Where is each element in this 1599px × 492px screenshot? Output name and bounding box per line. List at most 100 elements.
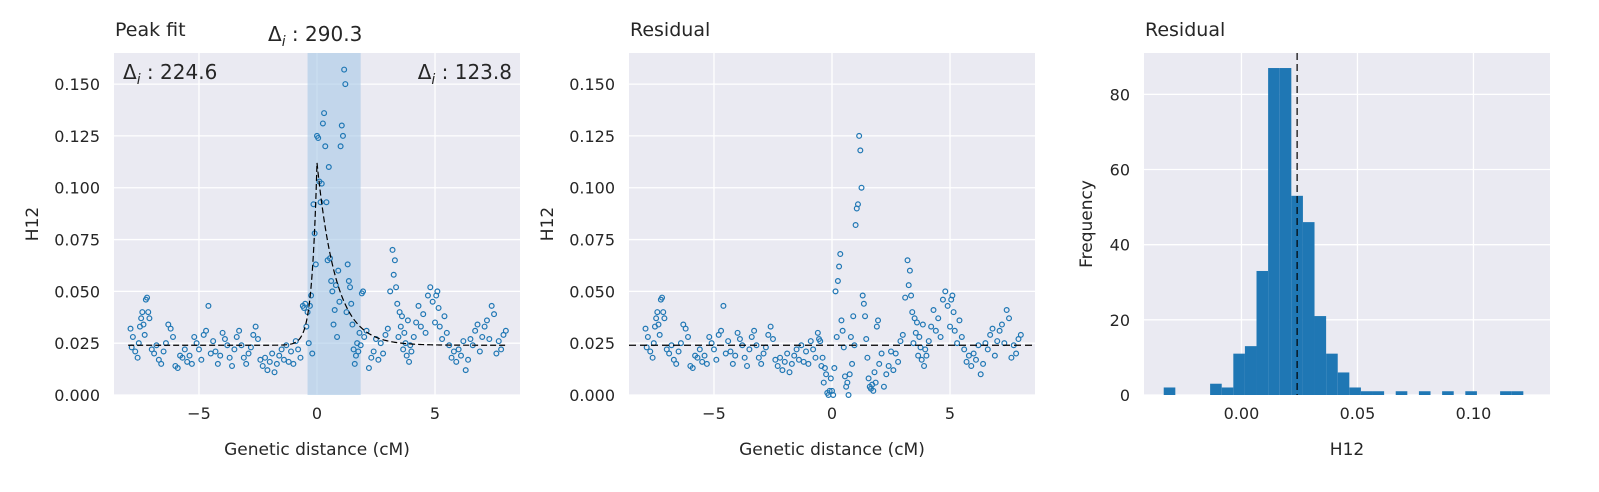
scatter-point (836, 263, 843, 270)
scatter-point (910, 340, 917, 347)
scatter-point (160, 348, 167, 355)
scatter-point (443, 329, 450, 336)
scatter-point (413, 319, 420, 326)
scatter-point (923, 352, 930, 359)
scatter-point (682, 325, 689, 332)
scatter-point (878, 350, 885, 357)
scatter-point (457, 352, 464, 359)
scatter-point (841, 373, 848, 380)
scatter-point (344, 261, 351, 268)
scatter-point (703, 360, 710, 367)
x-tick-label: 0 (312, 404, 322, 423)
scatter-point (450, 348, 457, 355)
scatter-point (391, 257, 398, 264)
scatter-point (795, 356, 802, 363)
scatter-point (336, 298, 343, 305)
scatter-point (502, 327, 509, 334)
scatter-point (132, 348, 139, 355)
scatter-point (334, 333, 341, 340)
tick-labels: −5 0 5 0.000 0.025 0.050 0.075 0.100 0.125 0.150 (569, 75, 955, 423)
histogram-bar (1500, 391, 1512, 395)
scatter-point (844, 379, 851, 386)
delta-annotation: Δi : 224.6 (123, 60, 217, 88)
scatter-point (308, 292, 315, 299)
x-axis-label: Genetic distance (cM) (224, 440, 410, 460)
scatter-point (873, 323, 880, 330)
scatter-point (984, 346, 991, 353)
scatter-point (357, 342, 364, 349)
histogram-bar (1418, 391, 1431, 395)
y-tick-label: 80 (1110, 85, 1130, 104)
scatter-point (395, 333, 402, 340)
histogram-bar (1314, 316, 1327, 395)
scatter-point (895, 358, 902, 365)
scatter-point (280, 356, 287, 363)
scatter-point (951, 327, 958, 334)
scatter-point (259, 362, 266, 369)
scatter-point (350, 346, 357, 353)
scatter-point (890, 367, 897, 374)
y-axis-label: Frequency (1077, 180, 1097, 268)
scatter-point (486, 336, 493, 343)
scatter-point (138, 315, 145, 322)
scatter-point (784, 350, 791, 357)
histogram-bar (1244, 346, 1257, 395)
scatter-point (410, 333, 417, 340)
scatter-point (781, 358, 788, 365)
y-tick-label: 40 (1110, 236, 1130, 255)
scatter-point (860, 300, 867, 307)
scatter-point (351, 360, 358, 367)
scatter-point (947, 323, 954, 330)
scatter-point (673, 360, 680, 367)
y-tick-label: 0.100 (54, 179, 100, 198)
scatter-point (830, 392, 837, 399)
histogram-bar (1256, 270, 1269, 395)
scatter-point (331, 307, 338, 314)
y-tick-label: 0.025 (54, 334, 100, 353)
scatter-point (788, 360, 795, 367)
scatter-point (219, 329, 226, 336)
scatter-point (892, 350, 899, 357)
scatter-point (644, 333, 651, 340)
scatter-point (330, 321, 337, 328)
scatter-point (495, 338, 502, 345)
scatter-point (823, 371, 830, 378)
scatter-point (908, 292, 915, 299)
scatter-point (191, 333, 198, 340)
histogram-bar (1326, 353, 1338, 395)
scatter-point (233, 333, 240, 340)
scatter-point (864, 354, 871, 361)
scatter-point (434, 288, 441, 295)
scatter-point (363, 327, 370, 334)
scatter-point (174, 365, 181, 372)
scatter-point (725, 338, 732, 345)
scatter-point (462, 367, 469, 374)
scatter-point (436, 323, 443, 330)
scatter-point (751, 327, 758, 334)
scatter-point (774, 362, 781, 369)
scatter-point (455, 346, 462, 353)
scatter-point (285, 358, 292, 365)
scatter-point (653, 315, 660, 322)
scatter-point (1017, 331, 1024, 338)
scatter-point (332, 282, 339, 289)
scatter-point (876, 360, 883, 367)
scatter-point (913, 319, 920, 326)
scatter-point (827, 375, 834, 382)
scatter-point (922, 346, 929, 353)
scatter-point (240, 354, 247, 361)
scatter-point (839, 327, 846, 334)
scatter-point (837, 251, 844, 258)
scatter-point (857, 147, 864, 154)
scatter-point (718, 327, 725, 334)
scatter-point (732, 352, 739, 359)
scatter-point (355, 348, 362, 355)
scatter-point (819, 354, 826, 361)
scatter-point (1013, 350, 1020, 357)
panel-title: Residual (1145, 19, 1225, 41)
y-tick-label: 0.000 (54, 386, 100, 405)
scatter-point (422, 329, 429, 336)
scatter-point (390, 271, 397, 278)
scatter-point (439, 336, 446, 343)
scatter-point (435, 304, 442, 311)
